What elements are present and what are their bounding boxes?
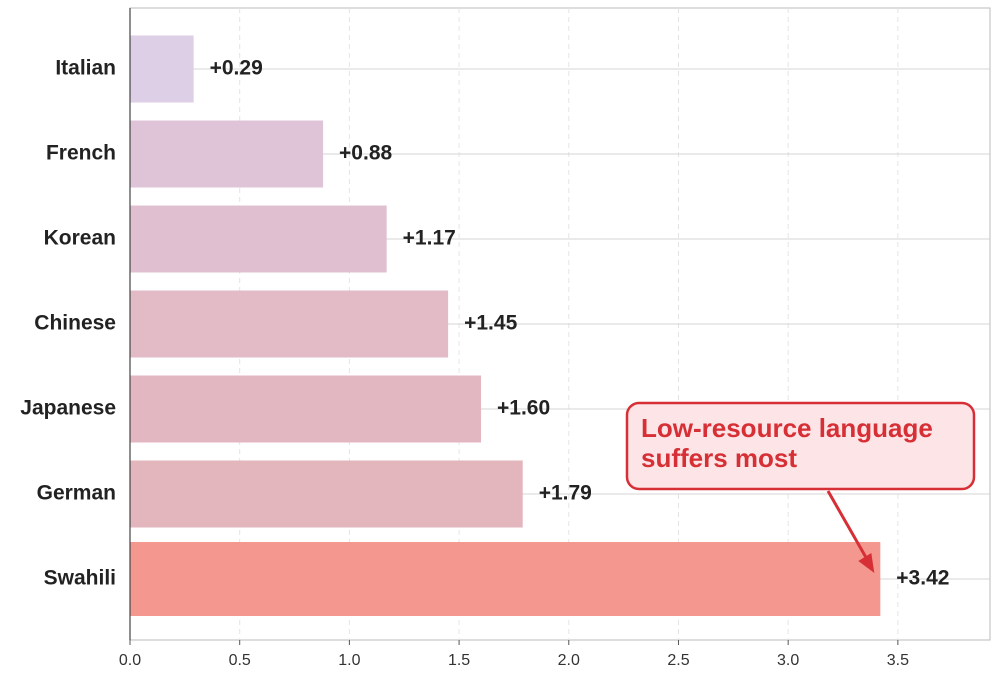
bar: [130, 205, 387, 273]
bar: [130, 35, 194, 103]
category-label: Italian: [55, 57, 116, 80]
x-tick-label: 2.0: [558, 652, 580, 669]
category-label: Korean: [44, 227, 116, 250]
x-tick-label: 2.5: [667, 652, 689, 669]
x-tick-label: 3.0: [777, 652, 799, 669]
x-tick-label: 1.0: [338, 652, 360, 669]
value-label: +3.42: [896, 567, 949, 590]
value-label: +0.88: [339, 142, 392, 165]
value-label: +1.45: [464, 312, 517, 335]
annotation-text: suffers most: [641, 443, 797, 473]
category-label: Japanese: [20, 397, 116, 420]
annotation-text: Low-resource language: [641, 413, 933, 443]
category-label: French: [46, 142, 116, 165]
x-tick-label: 3.5: [887, 652, 909, 669]
bar: [130, 290, 449, 358]
value-label: +0.29: [210, 57, 263, 80]
bar: [130, 542, 881, 616]
x-tick-label: 0.0: [119, 652, 141, 669]
annotation-arrow: [826, 490, 872, 566]
x-tick-label: 0.5: [229, 652, 251, 669]
bar: [130, 120, 324, 188]
x-tick-label: 1.5: [448, 652, 470, 669]
category-label: Swahili: [44, 567, 116, 590]
bar: [130, 375, 482, 443]
category-label: Chinese: [34, 312, 116, 335]
arrow-head: [858, 553, 875, 573]
value-label: +1.79: [539, 482, 592, 505]
bar: [130, 460, 523, 528]
value-label: +1.60: [497, 397, 550, 420]
category-label: German: [37, 482, 116, 505]
value-label: +1.17: [403, 227, 456, 250]
annotation-box: [625, 401, 976, 491]
